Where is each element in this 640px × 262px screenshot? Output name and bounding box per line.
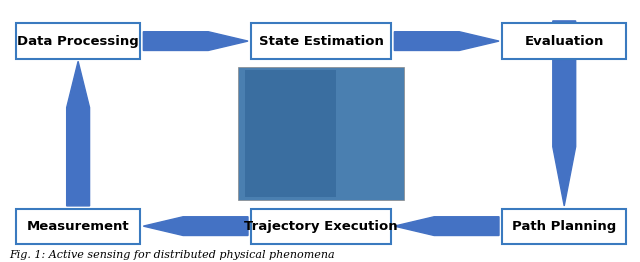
FancyBboxPatch shape [16,24,140,59]
FancyBboxPatch shape [245,70,336,198]
FancyBboxPatch shape [239,67,404,200]
Polygon shape [394,32,499,51]
Text: Fig. 1: Active sensing for distributed physical phenomena: Fig. 1: Active sensing for distributed p… [10,250,335,260]
Text: Measurement: Measurement [27,220,129,233]
Polygon shape [143,217,248,236]
FancyBboxPatch shape [251,209,391,244]
FancyBboxPatch shape [502,24,627,59]
Text: Evaluation: Evaluation [525,35,604,48]
Text: Trajectory Execution: Trajectory Execution [244,220,398,233]
Polygon shape [553,21,575,206]
Text: Data Processing: Data Processing [17,35,139,48]
FancyBboxPatch shape [502,209,627,244]
Text: State Estimation: State Estimation [259,35,383,48]
Polygon shape [143,32,248,51]
FancyBboxPatch shape [16,209,140,244]
Polygon shape [67,61,90,206]
Polygon shape [394,217,499,236]
Text: Path Planning: Path Planning [512,220,616,233]
FancyBboxPatch shape [251,24,391,59]
